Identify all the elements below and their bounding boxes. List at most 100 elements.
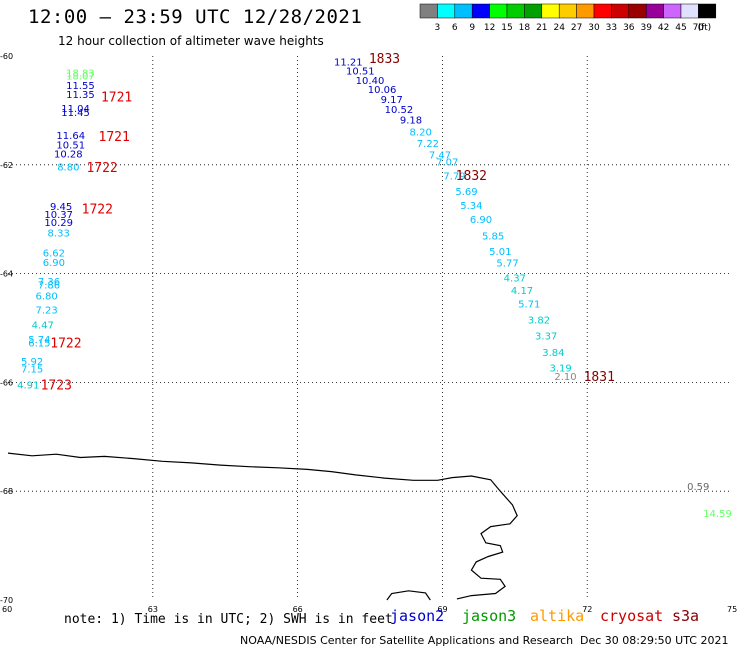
wave-height-label: 8.20: [410, 128, 432, 139]
pass-time-label: 1722: [86, 161, 117, 176]
antarctic-coastline: [7, 452, 518, 600]
wave-height-label: 11.64: [56, 131, 85, 142]
lat-tick-label: -62: [0, 161, 13, 170]
wave-height-label: 10.28: [54, 149, 83, 160]
wave-height-label: 10.06: [368, 85, 397, 96]
colorbar-tick-label: 6: [452, 23, 458, 33]
wave-height-label: 6.90: [43, 258, 65, 269]
wave-height-label: 7.79: [443, 172, 465, 183]
color-scale-legend: 3 6 9 12 15 18 21 24 27 30 33 36 39 42 45 70(ft): [419, 3, 717, 33]
colorbar-tick-label: 70: [693, 23, 705, 33]
wave-height-label: 5.69: [455, 187, 477, 198]
colorbar-tick-label: 33: [606, 23, 617, 33]
legend-satellite-cryosat: cryosat: [600, 607, 664, 625]
lat-tick-label: -68: [0, 487, 13, 496]
wave-height-label: 3.19: [550, 364, 572, 375]
pass-time-label: 1722: [82, 202, 113, 217]
wave-height-label: 10.52: [385, 105, 414, 116]
legend-satellite-s3a: s3a: [672, 607, 700, 625]
wave-height-label: 18.83: [66, 68, 95, 79]
wave-height-label: 10.37: [44, 210, 73, 221]
lat-tick-label: -60: [0, 52, 13, 61]
lat-tick-label: -70: [0, 596, 13, 605]
wave-height-label: 6.80: [35, 291, 57, 302]
colorbar-tick-label: 18: [519, 23, 531, 33]
wave-height-label: 7.86: [38, 280, 60, 291]
wave-height-label: 11.45: [61, 108, 90, 119]
wave-height-label: 4.37: [504, 273, 526, 284]
colorbar-tick-label: 24: [553, 23, 565, 33]
lat-tick-label: -64: [0, 270, 13, 279]
wave-height-label: 11.35: [66, 90, 95, 101]
wave-height-label: 7.23: [35, 306, 57, 317]
map-title: 12:00 – 23:59 UTC 12/28/2021: [28, 6, 363, 28]
colorbar-tick-label: 39: [640, 23, 652, 33]
wave-height-label: 18.07: [66, 72, 95, 83]
lon-tick-label: 60: [2, 605, 12, 614]
wave-height-label: 7.15: [21, 364, 43, 375]
wave-height-label: 4.91: [17, 381, 39, 392]
lon-tick-label: 72: [582, 605, 592, 614]
credit-line: NOAA/NESDIS Center for Satellite Applica…: [240, 634, 574, 647]
legend-satellite-jason2: jason2: [390, 607, 445, 625]
wave-height-label: 6.90: [470, 215, 492, 226]
colorbar-tick-label: 30: [588, 23, 600, 33]
wave-height-label: 4.47: [32, 321, 54, 332]
color-swatch: [698, 3, 717, 19]
wave-height-label: 10.29: [44, 218, 73, 229]
colorbar-tick-label: 15: [501, 23, 512, 33]
footnote: note: 1) Time is in UTC; 2) SWH is in fe…: [64, 612, 393, 627]
wave-height-label: 3.82: [528, 315, 550, 326]
colorbar-tick-label: 45: [675, 23, 686, 33]
wave-height-label: 6.62: [43, 248, 65, 259]
wave-height-label: 10.40: [356, 76, 385, 87]
coastline-bay: [386, 590, 431, 601]
wave-height-label: 5.85: [482, 232, 504, 243]
colorbar-tick-label: 9: [469, 23, 475, 33]
wave-height-label: 5.77: [496, 259, 518, 270]
wave-height-label: 7.47: [429, 150, 451, 161]
wave-height-label: 5.71: [518, 300, 540, 311]
wave-height-label: 7.36: [38, 277, 60, 288]
lon-tick-label: 69: [437, 605, 447, 614]
wave-height-label: 6.15: [28, 339, 50, 350]
pass-time-label: 1832: [456, 169, 487, 184]
colorbar-tick-label: 42: [658, 23, 669, 33]
wave-height-label: 8.33: [48, 228, 70, 239]
wave-height-label: 14.59: [703, 509, 732, 520]
wave-height-label: 9.17: [381, 95, 403, 106]
pass-time-label: 1721: [99, 130, 130, 145]
lon-tick-label: 66: [293, 605, 303, 614]
wave-height-label: 8.80: [57, 162, 79, 173]
wave-height-label: 10.51: [56, 141, 85, 152]
legend-satellite-altika: altika: [530, 607, 585, 625]
wave-height-label: 5.74: [28, 335, 50, 346]
wave-height-label: 11.55: [66, 81, 95, 92]
colorbar-tick-label: 27: [571, 23, 582, 33]
wave-height-label: 5.34: [460, 201, 482, 212]
pass-time-label: 1721: [101, 90, 132, 105]
lon-tick-label: 75: [727, 605, 737, 614]
colorbar-tick-label: 21: [536, 23, 547, 33]
wave-height-label: 4.17: [511, 286, 533, 297]
pass-time-label: 1722: [50, 337, 81, 352]
wave-height-label: 11.21: [334, 57, 363, 68]
pass-time-label: 1833: [369, 52, 400, 67]
legend-satellite-jason3: jason3: [462, 607, 517, 625]
wave-height-label: 0.59: [687, 482, 709, 493]
wave-height-label: 7.22: [417, 139, 439, 150]
wave-height-label: 5.92: [21, 357, 43, 368]
colorbar-tick-label: 3: [435, 23, 441, 33]
wave-height-label: 5.01: [489, 247, 511, 258]
generated-timestamp: Dec 30 08:29:50 UTC 2021: [580, 634, 729, 647]
wave-height-label: 3.37: [535, 332, 557, 343]
colorbar-tick-label: 36: [623, 23, 635, 33]
wave-height-label: 9.45: [50, 202, 72, 213]
pass-time-label: 1831: [584, 370, 615, 385]
pass-time-label: 1723: [41, 379, 72, 394]
lon-tick-label: 63: [148, 605, 158, 614]
wave-height-label: 10.51: [346, 67, 375, 78]
colorbar-tick-label: 12: [484, 23, 495, 33]
